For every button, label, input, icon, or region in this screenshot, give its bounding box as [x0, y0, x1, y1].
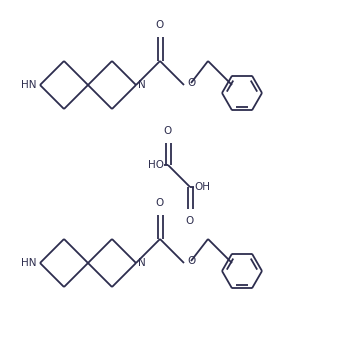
Text: HO: HO [148, 160, 164, 170]
Text: O: O [187, 78, 195, 88]
Text: N: N [138, 80, 146, 90]
Text: O: O [186, 216, 194, 226]
Text: N: N [138, 258, 146, 268]
Text: HN: HN [22, 258, 37, 268]
Text: O: O [164, 126, 172, 136]
Text: OH: OH [194, 182, 210, 192]
Text: O: O [156, 20, 164, 30]
Text: HN: HN [22, 80, 37, 90]
Text: O: O [187, 256, 195, 266]
Text: O: O [156, 198, 164, 208]
